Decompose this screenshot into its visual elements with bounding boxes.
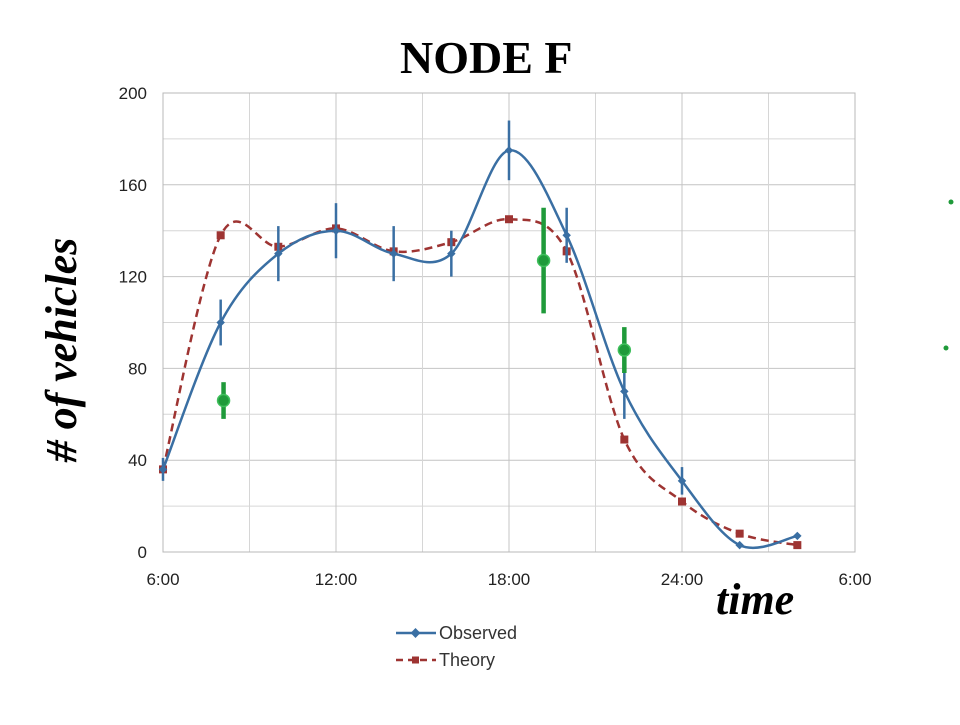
legend: Observed Theory xyxy=(396,623,517,670)
observed-point xyxy=(216,318,225,327)
observed-point xyxy=(331,226,341,235)
observed-point xyxy=(158,465,168,474)
legend-observed-marker xyxy=(410,628,421,638)
chart-title: NODE F xyxy=(400,32,573,83)
theory-point xyxy=(505,215,513,224)
y-axis-label: # of vehicles xyxy=(37,238,86,464)
theory-point xyxy=(735,529,744,538)
theory-point xyxy=(793,541,802,550)
green-point xyxy=(216,393,231,408)
legend-item-observed: Observed xyxy=(396,623,517,643)
y-tick-label: 80 xyxy=(128,359,147,378)
x-axis-label: time xyxy=(716,575,794,624)
legend-label-observed: Observed xyxy=(439,623,517,643)
y-tick-label: 160 xyxy=(119,176,147,195)
y-tick-label: 120 xyxy=(119,268,147,287)
y-axis-ticks: 0 40 80 120 160 200 xyxy=(119,84,147,562)
observed-point xyxy=(620,387,629,396)
stray-green-dot xyxy=(948,199,954,205)
x-tick-label: 18:00 xyxy=(488,570,531,589)
stray-green-dot xyxy=(943,345,949,351)
observed-point xyxy=(735,540,744,550)
plot-area xyxy=(162,92,856,553)
observed-point xyxy=(677,476,687,486)
theory-point xyxy=(678,497,686,506)
observed-point xyxy=(447,249,456,258)
observed-point xyxy=(274,249,283,258)
observed-point xyxy=(562,231,571,240)
x-tick-label: 6:00 xyxy=(838,570,871,589)
series-line-observed xyxy=(161,149,798,550)
green-point xyxy=(536,253,551,268)
x-tick-label: 6:00 xyxy=(146,570,179,589)
legend-item-theory: Theory xyxy=(396,650,495,670)
observed-point xyxy=(504,146,514,155)
legend-theory-marker xyxy=(412,656,419,664)
theory-point xyxy=(216,231,225,240)
y-tick-label: 40 xyxy=(128,451,147,470)
x-tick-label: 24:00 xyxy=(661,570,704,589)
y-tick-label: 200 xyxy=(119,84,147,103)
y-tick-label: 0 xyxy=(138,543,147,562)
legend-label-theory: Theory xyxy=(439,650,495,670)
theory-point xyxy=(620,435,629,444)
series-layer xyxy=(158,120,802,550)
series-line-theory xyxy=(161,217,798,547)
observed-point xyxy=(793,531,802,541)
x-tick-label: 12:00 xyxy=(315,570,358,589)
green-point xyxy=(617,343,632,357)
x-axis-ticks: 6:00 12:00 18:00 24:00 6:00 xyxy=(146,570,871,589)
observed-point xyxy=(389,249,398,258)
